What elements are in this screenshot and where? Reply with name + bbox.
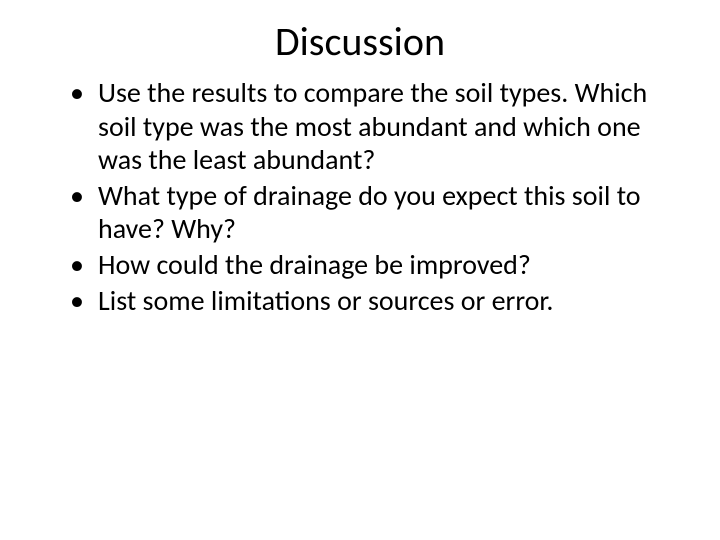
bullet-list: Use the results to compare the soil type… (60, 76, 660, 317)
list-item: List some limitations or sources or erro… (60, 284, 660, 318)
slide-title: Discussion (60, 20, 660, 64)
list-item: Use the results to compare the soil type… (60, 76, 660, 177)
slide: Discussion Use the results to compare th… (0, 0, 720, 540)
list-item: How could the drainage be improved? (60, 248, 660, 282)
list-item: What type of drainage do you expect this… (60, 179, 660, 246)
